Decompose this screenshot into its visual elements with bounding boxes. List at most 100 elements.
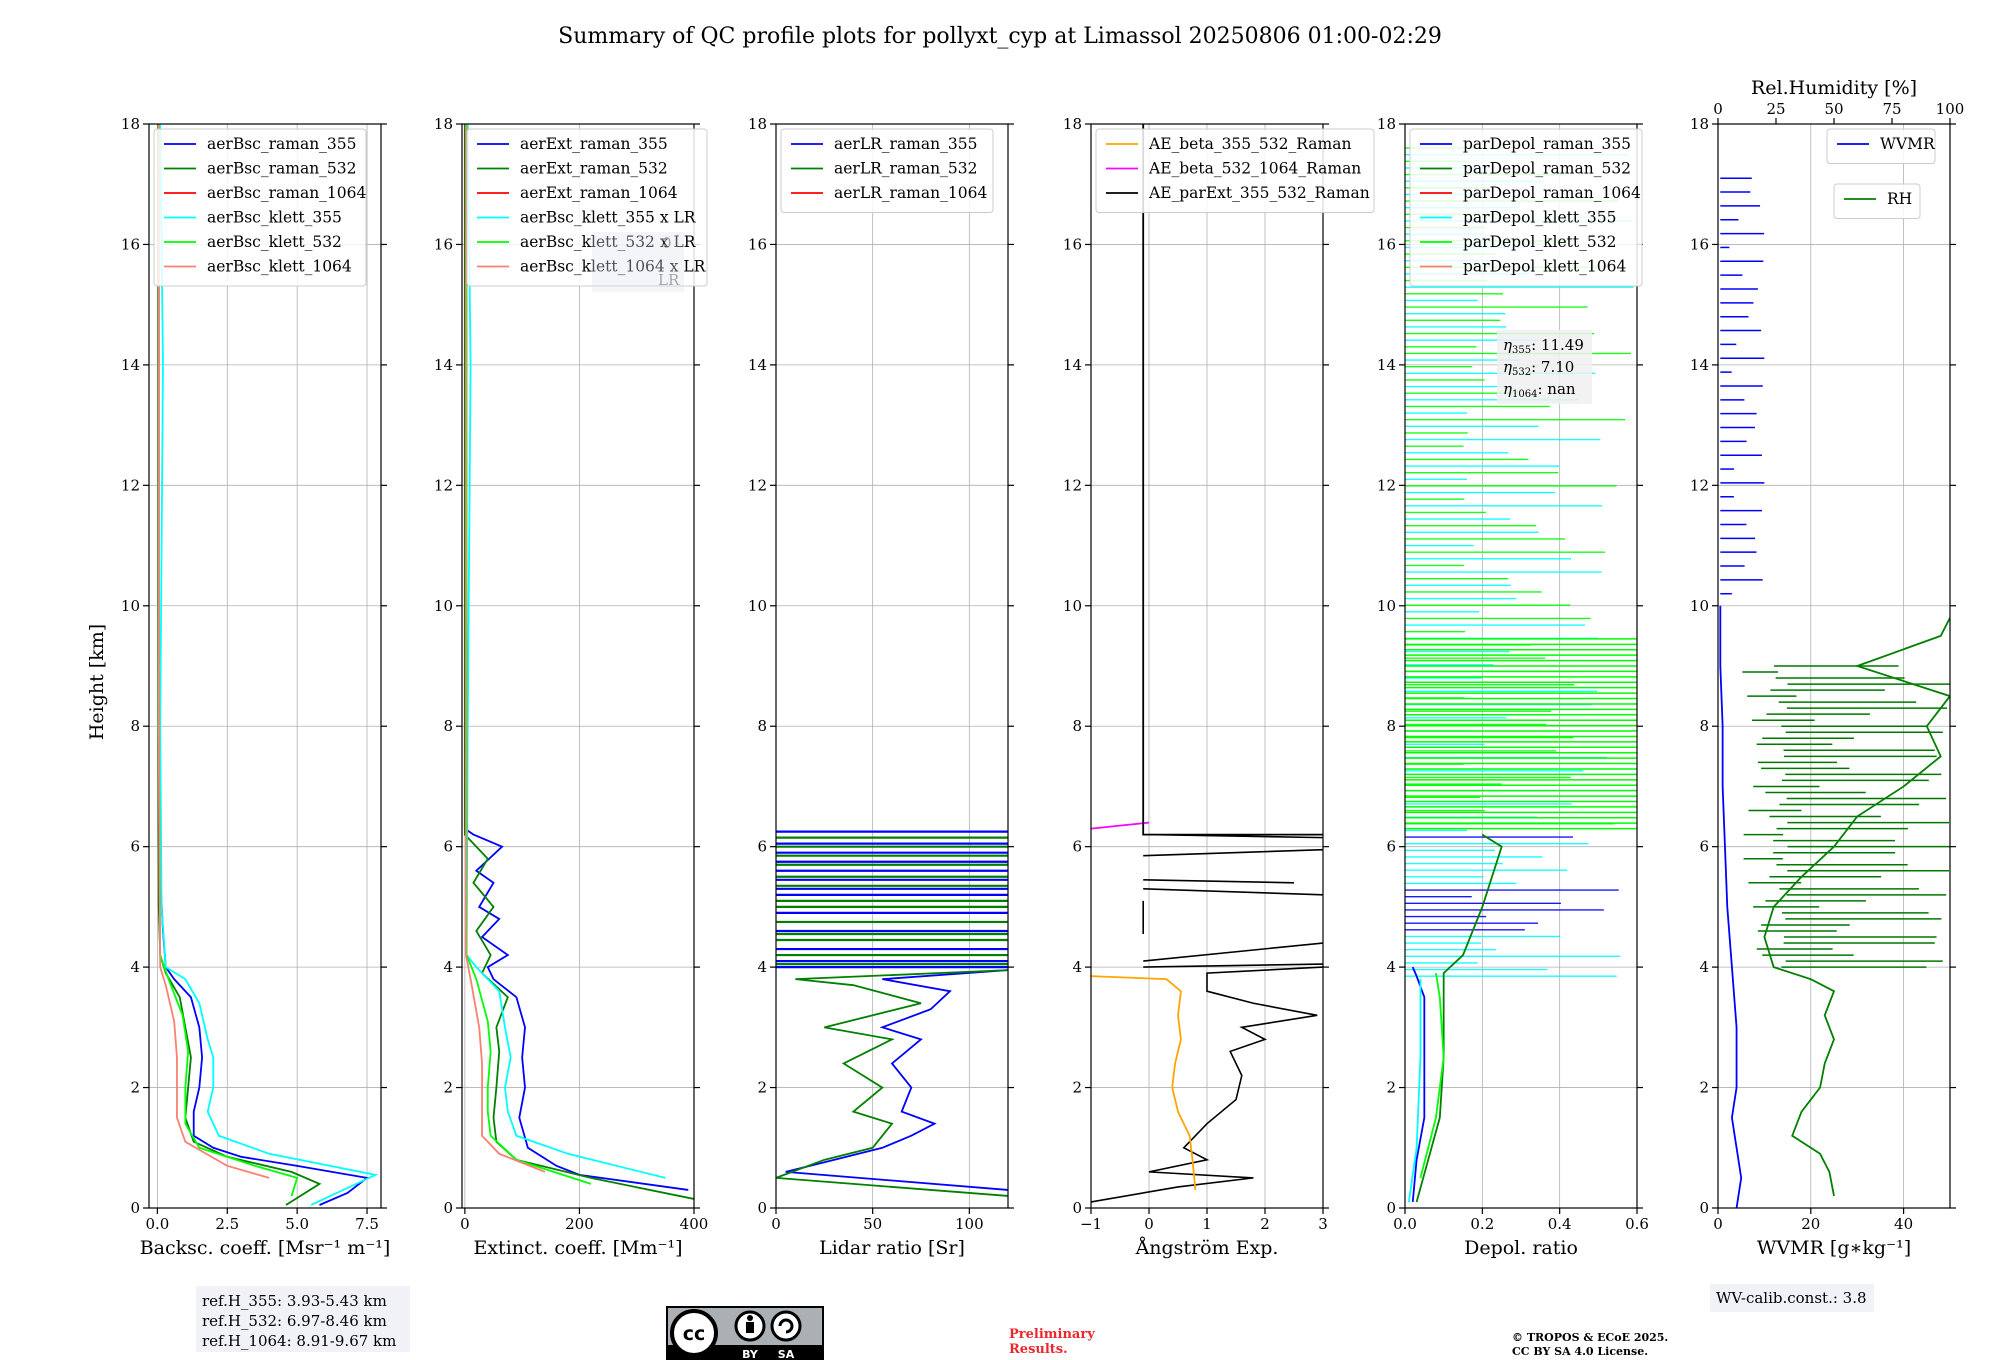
series-line-cyan xyxy=(465,124,666,1179)
legend-entry: RH xyxy=(1887,190,1912,208)
y-tick-label: 6 xyxy=(443,838,453,856)
y-tick-label: 16 xyxy=(1063,235,1082,253)
plot-area xyxy=(157,124,379,1206)
axes-frame xyxy=(1404,123,1638,1209)
y-tick-label: 4 xyxy=(1699,958,1709,976)
panel-1: 0 2 4 6 8 10 12 14 16 18 0.0 2.5 5.0 7.5 Backsc. coeff… xyxy=(121,115,390,1259)
series-line-green xyxy=(776,969,1008,1197)
y-tick-label: 6 xyxy=(1386,838,1396,856)
y-tick-label: 2 xyxy=(130,1079,140,1097)
y-tick-label: 8 xyxy=(1386,717,1396,735)
wv-calib-text: WV-calib.const.: 3.8 xyxy=(1716,1289,1867,1307)
eta-annotation: η355: 11.49 η532: 7.10 η1064: nan xyxy=(1497,330,1592,404)
legend-entry: aerExt_raman_1064 xyxy=(520,184,678,202)
legend-entry: WVMR xyxy=(1880,135,1936,153)
y-tick-label: 0 xyxy=(443,1199,453,1217)
ref-h-355: ref.H_355: 3.93-5.43 km xyxy=(202,1292,387,1310)
preliminary-note-2: Results. xyxy=(1009,1342,1068,1357)
y-tick-label: 10 xyxy=(1063,597,1082,615)
x-tick-label: 0 xyxy=(460,1215,470,1233)
legend-entry: aerBsc_raman_1064 xyxy=(207,184,367,202)
legend-entry: parDepol_klett_1064 xyxy=(1463,258,1626,276)
y-tick-label: 2 xyxy=(1072,1079,1082,1097)
series-line-lime xyxy=(465,124,592,1185)
legend-entry: aerBsc_klett_1064 xyxy=(207,258,352,276)
svg-text:cc: cc xyxy=(683,1323,706,1345)
plot-area xyxy=(776,830,1008,1197)
x-tick-label: 0.6 xyxy=(1625,1215,1649,1233)
license-by: BY xyxy=(742,1348,759,1360)
series-line-salmon xyxy=(465,124,546,1173)
y-tick-label: 12 xyxy=(121,476,140,494)
grid xyxy=(775,123,1008,1209)
series-line-magenta xyxy=(1091,821,1150,830)
y-tick-label: 18 xyxy=(434,115,453,133)
y-tick-label: 6 xyxy=(130,838,140,856)
figure-title: Summary of QC profile plots for pollyxt_… xyxy=(558,24,1442,49)
axes-frame xyxy=(148,123,382,1209)
series-line-orange xyxy=(1091,975,1197,1191)
x-tick-label: 0.0 xyxy=(1393,1215,1417,1233)
license-sa: SA xyxy=(778,1348,795,1360)
y-tick-label: 16 xyxy=(1377,235,1396,253)
ghost-text: 0 LR xyxy=(592,232,684,292)
top-x-tick-label: 25 xyxy=(1766,100,1785,118)
x-tick-label: 200 xyxy=(565,1215,594,1233)
x-tick-label: 400 xyxy=(680,1215,709,1233)
plot-area xyxy=(1719,177,1950,1208)
y-tick-label: 4 xyxy=(757,958,767,976)
series-line-green xyxy=(1415,833,1503,1203)
y-tick-label: 4 xyxy=(443,958,453,976)
legend-entry: aerLR_raman_355 xyxy=(834,135,977,153)
y-tick-label: 12 xyxy=(1690,476,1709,494)
preliminary-note-1: Preliminary xyxy=(1009,1327,1095,1342)
top-x-tick-label: 100 xyxy=(1936,100,1965,118)
x-tick-label: −1 xyxy=(1080,1215,1102,1233)
plot-area xyxy=(463,124,694,1200)
x-axis-label: Ångström Exp. xyxy=(1135,1237,1279,1259)
y-tick-label: 12 xyxy=(434,476,453,494)
x-axis-label: Lidar ratio [Sr] xyxy=(819,1237,965,1259)
plot-area xyxy=(1405,147,1637,1203)
series-line-green xyxy=(1763,617,1950,1197)
series-line-black xyxy=(1142,124,1323,836)
ref-h-1064: ref.H_1064: 8.91-9.67 km xyxy=(202,1332,396,1350)
x-tick-label: 5.0 xyxy=(285,1215,309,1233)
x-tick-label: 40 xyxy=(1894,1215,1913,1233)
y-axis-label: Height [km] xyxy=(86,624,108,740)
cc-by-sa-badge: cc BY SA xyxy=(666,1306,824,1360)
grid xyxy=(149,123,381,1209)
y-tick-label: 2 xyxy=(1699,1079,1709,1097)
y-tick-label: 16 xyxy=(748,235,767,253)
legend-entry: aerBsc_raman_355 xyxy=(207,135,357,153)
y-tick-label: 6 xyxy=(1072,838,1082,856)
y-tick-label: 0 xyxy=(130,1199,140,1217)
x-tick-label: 0 xyxy=(1713,1215,1723,1233)
ghost-text-1: 0 xyxy=(662,234,672,252)
y-tick-label: 12 xyxy=(748,476,767,494)
x-tick-label: 3 xyxy=(1318,1215,1328,1233)
y-tick-label: 0 xyxy=(1386,1199,1396,1217)
legend-entry: aerLR_raman_532 xyxy=(834,160,977,178)
legend-entry: aerBsc_klett_355 x LR xyxy=(520,209,697,227)
x-tick-label: 1 xyxy=(1202,1215,1212,1233)
y-tick-label: 0 xyxy=(1699,1199,1709,1217)
legend-entry: parDepol_klett_532 xyxy=(1463,233,1616,251)
series-line-blue xyxy=(1719,605,1743,1208)
legend-entry: parDepol_raman_532 xyxy=(1463,160,1631,178)
y-tick-label: 18 xyxy=(748,115,767,133)
legend-entry: aerBsc_klett_1064 x LR xyxy=(520,258,707,276)
y-tick-label: 2 xyxy=(757,1079,767,1097)
y-tick-label: 18 xyxy=(121,115,140,133)
x-tick-label: 0 xyxy=(771,1215,781,1233)
series-line-salmon xyxy=(157,124,270,1179)
y-tick-label: 16 xyxy=(1690,235,1709,253)
panel-5: 0 2 4 6 8 10 12 14 16 18 0.0 0.2 0.4 0.6 Depol. ratio p… xyxy=(1377,115,1649,1259)
y-tick-label: 0 xyxy=(757,1199,767,1217)
y-tick-label: 16 xyxy=(121,235,140,253)
y-tick-label: 6 xyxy=(1699,838,1709,856)
top-x-tick-label: 50 xyxy=(1824,100,1843,118)
